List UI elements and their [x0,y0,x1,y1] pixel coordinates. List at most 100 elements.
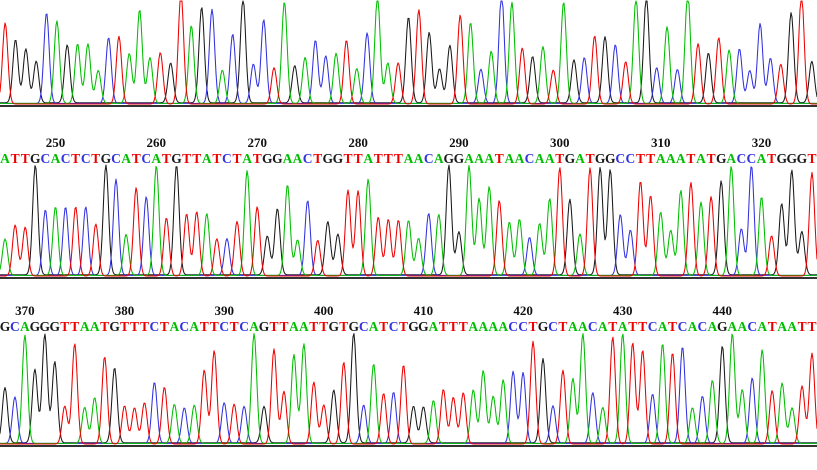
position-labels: 250 260 270 280 290 300 310 320 [46,135,772,150]
base-letter: T [200,319,209,334]
base-letter: A [666,151,676,166]
base-letter: T [646,151,655,166]
base-letter: G [333,151,344,166]
base-letter: A [369,319,379,334]
base-letter: T [558,319,567,334]
base-letter: A [656,151,666,166]
base-letter: A [708,319,718,334]
base-letter: T [60,319,69,334]
position-label: 440 [713,303,733,318]
base-letter: T [586,151,595,166]
base-letter: A [249,319,259,334]
base-letter: A [51,151,61,166]
base-letter: G [0,319,11,334]
base-letter: A [468,319,478,334]
base-letter: G [348,319,359,334]
base-letter: G [109,319,120,334]
base-letter: G [262,151,273,166]
base-letter: G [605,151,616,166]
position-label: 250 [46,135,66,150]
base-letter: C [525,151,535,166]
base-letter: T [379,319,388,334]
base-letter: T [132,151,141,166]
base-letter: A [80,319,90,334]
position-label: 290 [449,135,469,150]
base-letter: A [515,151,525,166]
position-label: 300 [550,135,570,150]
position-label: 420 [513,303,533,318]
base-letter: A [535,151,545,166]
trace-T [0,0,817,105]
base-letter: T [319,319,328,334]
base-letter: T [394,151,403,166]
base-letter: G [323,151,334,166]
trace-G [0,164,817,276]
base-letter: A [498,319,508,334]
base-letter: T [210,319,219,334]
position-labels: 370 380 390 400 410 420 430 440 [15,303,732,318]
base-letter: C [10,319,20,334]
base-letter: T [71,151,80,166]
base-letter: G [272,151,283,166]
base-letter: T [162,151,171,166]
base-letter: T [192,151,201,166]
base-letter: C [239,319,249,334]
base-letter: A [474,151,484,166]
base-letter: G [797,151,808,166]
base-letter: C [648,319,658,334]
base-letter: T [354,151,363,166]
base-letter: T [21,151,30,166]
base-letter: G [259,319,270,334]
base-letter: C [141,151,151,166]
position-label: 390 [214,303,234,318]
base-letter: T [767,151,776,166]
base-letter: T [230,319,239,334]
base-letter: T [130,319,139,334]
base-letter: C [150,319,160,334]
base-letter: G [776,151,787,166]
base-letter: C [424,151,434,166]
position-label: 310 [651,135,671,150]
base-letter: A [658,319,668,334]
base-letter: A [151,151,161,166]
base-letter: A [676,151,686,166]
base-letter: G [538,319,549,334]
base-letter: T [313,151,322,166]
base-letter: A [777,319,787,334]
base-letter: A [488,319,498,334]
base-letter: A [90,319,100,334]
position-label: 270 [247,135,267,150]
position-label: 370 [15,303,35,318]
base-letter: G [787,151,798,166]
base-letter: T [768,319,777,334]
base-letter: G [717,319,728,334]
base-letter: C [303,151,313,166]
trace-G [0,0,817,104]
base-letter: T [100,319,109,334]
base-letter: C [615,151,625,166]
base-letter: A [484,151,494,166]
base-letter: T [638,319,647,334]
base-letter: A [299,319,309,334]
base-letter: T [232,151,241,166]
base-letter: T [279,319,288,334]
base-letter: G [30,319,41,334]
base-letter: A [737,319,747,334]
base-letter: G [444,151,455,166]
base-letter: C [548,319,558,334]
base-letter: C [518,319,528,334]
base-letter: A [696,151,706,166]
base-letter: A [618,319,628,334]
base-letter: T [449,319,458,334]
base-letter: C [747,319,757,334]
base-letter: C [41,151,51,166]
base-letter: T [384,151,393,166]
base-letter: T [160,319,169,334]
trace-T [0,336,817,445]
base-letter: T [555,151,564,166]
position-label: 430 [613,303,633,318]
base-letter: G [40,319,51,334]
